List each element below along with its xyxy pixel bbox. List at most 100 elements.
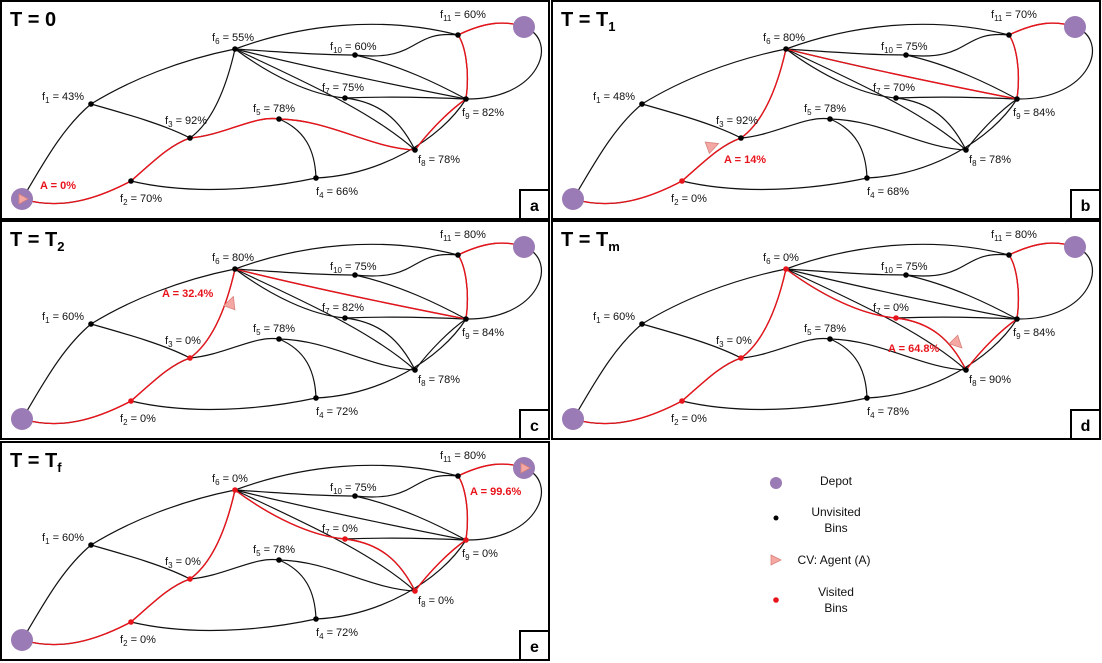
depot-start [562, 188, 584, 210]
bin-f7 [342, 536, 348, 542]
route-edge-f2-f3 [130, 137, 191, 182]
edge-f10-f9 [354, 495, 467, 541]
edge-f5-f4 [829, 338, 868, 399]
route-edge-f9-f11 [457, 34, 469, 100]
legend-visited-label: Visited Bins [818, 585, 854, 615]
legend-depot-swatch [770, 477, 782, 489]
panel-title: T = T1 [561, 9, 615, 34]
edge-f4-f9 [866, 98, 1018, 179]
edge-f2-f4 [130, 397, 317, 411]
bin-f9 [463, 537, 469, 543]
bin-f9 [1014, 96, 1020, 102]
panel-title: T = 0 [10, 9, 56, 31]
route-edge-f3-f6 [189, 268, 236, 359]
edge-f5-f4 [278, 559, 317, 620]
route-edge-D-f2 [21, 400, 132, 425]
bin-f6 [232, 487, 238, 493]
bin-label-f2: f2 = 0% [671, 413, 707, 427]
edge-f2-f4 [130, 177, 317, 191]
edge-f1-f3 [641, 103, 742, 139]
edge-f10-f9 [354, 54, 467, 100]
bin-label-f11: f11 = 60% [440, 9, 486, 23]
panel-a: T = 0 f1 = 43% f2 = 70% f3 = 92% f4 = 66% f5 … [0, 0, 550, 220]
route-edge-f2-f3 [130, 578, 191, 623]
edge-f7-f8 [344, 317, 416, 371]
bin-f10 [903, 272, 909, 278]
panel-d: T = Tm f1 = 60% f2 = 0% f3 = 0% f4 = 78% f5 =… [551, 220, 1101, 440]
bin-label-f7: f7 = 70% [873, 82, 915, 96]
bin-f4 [313, 395, 319, 401]
route-edge-f6-f7 [234, 489, 346, 540]
edge-f5-f8 [278, 338, 416, 371]
edge-D2-f9 [465, 26, 542, 100]
bin-f6 [232, 46, 238, 52]
bin-f5 [827, 116, 833, 122]
bin-f7 [893, 315, 899, 321]
edge-D-f1 [572, 323, 643, 420]
bin-label-f9: f9 = 84% [1013, 107, 1055, 121]
edge-D2-f9 [465, 467, 542, 541]
bin-label-f6: f6 = 0% [763, 252, 799, 266]
panel-letter-box [519, 409, 550, 440]
bin-f4 [313, 175, 319, 181]
panel-title: T = T2 [10, 229, 64, 254]
bin-label-f2: f2 = 0% [671, 193, 707, 207]
edge-f10-f11 [905, 33, 1010, 57]
edge-f3-f6 [189, 48, 236, 139]
route-edge-f9-f11 [1008, 254, 1020, 320]
agent-label: A = 0% [40, 180, 76, 192]
edge-f5-f4 [278, 338, 317, 399]
edge-f1-f3 [90, 323, 191, 359]
bin-label-f6: f6 = 0% [212, 473, 248, 487]
bin-f11 [1006, 32, 1012, 38]
edge-f7-f9 [344, 316, 467, 320]
edge-D-f1 [21, 544, 92, 641]
edge-f7-f9 [344, 537, 467, 541]
bin-label-f1: f1 = 60% [42, 532, 84, 546]
edge-f10-f11 [354, 33, 459, 57]
edge-f6-f10 [785, 268, 907, 276]
bin-label-f5: f5 = 78% [253, 103, 295, 117]
bin-label-f3: f3 = 0% [165, 556, 201, 570]
route-edge-f5-f8 [278, 118, 416, 151]
edge-f1-f3 [90, 544, 191, 580]
bin-f8 [412, 588, 418, 594]
bin-f11 [455, 32, 461, 38]
edge-f5-f8 [829, 118, 967, 151]
edge-f6-f11 [234, 243, 459, 270]
edge-f2-f4 [681, 397, 868, 411]
agent-label: A = 64.8% [888, 343, 939, 355]
panel-letter: b [1081, 198, 1091, 215]
bin-f11 [1006, 252, 1012, 258]
bin-f9 [1014, 316, 1020, 322]
panel-letter: e [530, 639, 539, 656]
panel-letter: c [530, 418, 539, 435]
edge-f4-f9 [315, 539, 467, 620]
agent-label: A = 32.4% [162, 288, 213, 300]
edge-f10-f11 [354, 253, 459, 277]
bin-f3 [738, 355, 744, 361]
edge-f10-f9 [905, 54, 1018, 100]
bin-f10 [352, 272, 358, 278]
edge-f5-f4 [829, 118, 868, 179]
agent-label: A = 99.6% [470, 486, 521, 498]
bin-label-f4: f4 = 72% [316, 406, 358, 420]
edge-f10-f9 [354, 274, 467, 320]
route-edge-f3-f6 [189, 489, 236, 580]
bin-f8 [963, 147, 969, 153]
route-edge-f9-f11 [1008, 34, 1020, 100]
bin-f5 [827, 336, 833, 342]
bin-label-f5: f5 = 78% [253, 544, 295, 558]
route-edge-f2-f3 [130, 357, 191, 402]
bin-label-f10: f10 = 60% [330, 41, 377, 55]
edge-f1-f6 [641, 268, 787, 325]
route-edge-D-f2 [572, 400, 683, 425]
edge-f6-f11 [234, 464, 459, 491]
bin-f8 [412, 147, 418, 153]
panel-letter-box [1070, 189, 1101, 220]
edge-f1-f6 [90, 268, 236, 325]
bin-label-f5: f5 = 78% [253, 323, 295, 337]
bin-f3 [187, 135, 193, 141]
legend-depot-label: Depot [820, 474, 853, 488]
route-edge-f9-f11 [457, 475, 469, 541]
